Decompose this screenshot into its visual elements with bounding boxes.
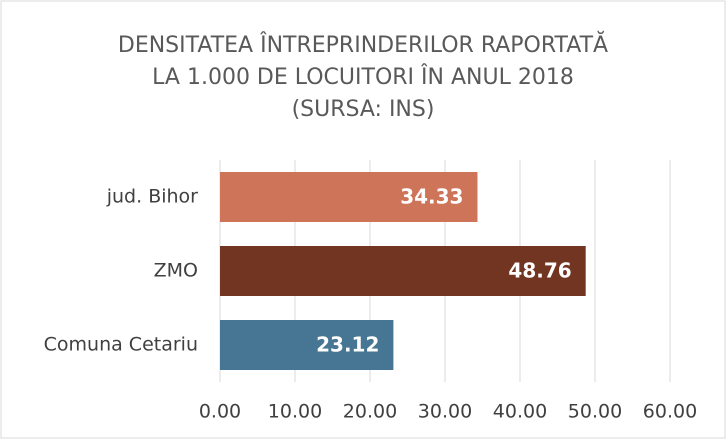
bar — [220, 320, 394, 370]
bar — [220, 172, 478, 222]
data-label: 34.33 — [400, 185, 463, 209]
x-tick-label: 20.00 — [343, 401, 397, 423]
x-tick-label: 40.00 — [493, 401, 547, 423]
y-tick-label: jud. Bihor — [106, 186, 198, 208]
x-tick-label: 0.00 — [199, 401, 241, 423]
x-tick-label: 10.00 — [268, 401, 322, 423]
x-tick-label: 60.00 — [643, 401, 697, 423]
y-tick-label: ZMO — [154, 260, 198, 282]
bar — [220, 246, 586, 296]
data-label: 23.12 — [316, 333, 379, 357]
data-label: 48.76 — [508, 259, 571, 283]
x-tick-label: 50.00 — [568, 401, 622, 423]
x-tick-label: 30.00 — [418, 401, 472, 423]
y-tick-label: Comuna Cetariu — [44, 334, 198, 356]
chart-title: DENSITATEA ÎNTREPRINDERILOR RAPORTATĂ LA… — [117, 33, 609, 122]
